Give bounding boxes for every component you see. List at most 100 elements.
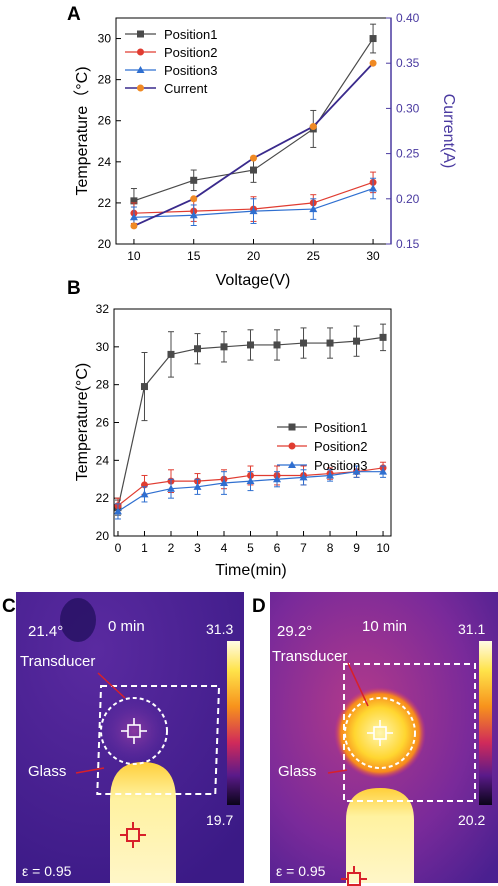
- thermal-d-transducer-circle: [344, 697, 416, 769]
- chart-a-legend: Position1 Position2 Position3 Current: [125, 27, 217, 96]
- chart-b-point-position3: [193, 482, 202, 490]
- thermal-c-glass-region: [96, 685, 221, 795]
- chart-a: 10 15 20 25 30 20 22 24 26 28 30 0.15 0.20 0.25 0.30 0.…: [73, 11, 457, 289]
- chart-b-legend: Position1 Position2 Position3: [277, 420, 367, 473]
- chart-b-point-position1: [193, 345, 201, 353]
- thermal-c-emissivity: ε = 0.95: [22, 863, 72, 879]
- chart-a-y2tick-label: 0.40: [396, 11, 420, 25]
- legend-label-current: Current: [164, 81, 208, 96]
- chart-a-ytick-label: 28: [98, 73, 112, 87]
- chart-a-point-position3: [309, 205, 318, 213]
- crosshair-icon: [341, 866, 367, 886]
- panel-label-b: B: [67, 278, 81, 299]
- chart-b-xtick-label: 1: [141, 541, 148, 555]
- thermal-c-finger: [110, 762, 176, 883]
- thermal-c-scale-max: 31.3: [206, 621, 233, 637]
- chart-b-point-position3: [299, 473, 308, 481]
- thermal-d-emissivity: ε = 0.95: [276, 863, 326, 879]
- thermal-d-glass-pointer: [327, 769, 348, 774]
- chart-a-point-current: [190, 195, 198, 203]
- chart-b-ytick-label: 26: [96, 416, 110, 430]
- chart-a-point-position3: [369, 184, 378, 192]
- chart-a-point-current: [250, 154, 257, 162]
- chart-b-point-position1: [353, 337, 361, 345]
- chart-b-point-position3: [166, 484, 175, 492]
- chart-a-ytick-label: 24: [98, 155, 112, 169]
- legend-label-position2: Position2: [314, 439, 367, 454]
- legend-marker-position2: [137, 48, 144, 56]
- chart-a-xlabel: Voltage(V): [216, 272, 291, 289]
- chart-b-xlabel: Time(min): [215, 562, 286, 579]
- chart-b-point-position3: [113, 507, 122, 515]
- chart-b-point-position1: [326, 339, 334, 347]
- thermal-d-transducer-pointer: [347, 662, 369, 707]
- chart-b-point-position3: [220, 479, 229, 487]
- panel-label-c: C: [2, 596, 16, 617]
- chart-b-ylabel: Temperature(°C): [74, 363, 91, 481]
- chart-b-ytick-label: 30: [96, 340, 110, 354]
- chart-a-xtick-label: 30: [366, 249, 380, 263]
- chart-a-point-current: [130, 222, 138, 230]
- chart-b-xtick-label: 10: [376, 541, 390, 555]
- chart-b-xtick-label: 7: [300, 541, 307, 555]
- thermal-d-transducer-label: Transducer: [272, 648, 347, 665]
- chart-a-ylabel: Temperature（°C): [73, 66, 91, 195]
- thermal-c-transducer-circle: [100, 697, 168, 765]
- legend-label-position1: Position1: [164, 27, 217, 42]
- chart-b-point-position3: [326, 471, 335, 479]
- chart-a-y2tick-label: 0.15: [396, 237, 420, 251]
- chart-b-xtick-label: 0: [115, 541, 122, 555]
- thermal-d-glass-region: [343, 663, 476, 802]
- chart-b-point-position1: [300, 339, 308, 347]
- chart-b-ytick-label: 24: [96, 453, 110, 467]
- chart-b-point-position1: [379, 333, 387, 341]
- chart-a-xtick-label: 25: [307, 249, 321, 263]
- chart-b-point-position1: [273, 341, 281, 349]
- thermal-c-time: 0 min: [108, 618, 145, 635]
- thermal-d-scale-max: 31.1: [458, 621, 485, 637]
- thermal-d-scale-min: 20.2: [458, 812, 485, 828]
- legend-marker-current: [137, 84, 144, 92]
- chart-a-point-position1: [369, 35, 377, 43]
- chart-b-point-position1: [220, 343, 228, 351]
- chart-a-point-position3: [129, 213, 138, 221]
- legend-marker-position1: [137, 30, 144, 38]
- chart-a-ytick-label: 22: [98, 196, 112, 210]
- thermal-c-transducer-label: Transducer: [20, 653, 95, 670]
- chart-a-point-current: [369, 59, 377, 67]
- chart-b-xtick-label: 3: [194, 541, 201, 555]
- legend-marker-position2: [288, 442, 296, 450]
- chart-b-ytick-label: 20: [96, 529, 110, 543]
- chart-a-point-position1: [250, 166, 257, 174]
- chart-b-xtick-label: 6: [274, 541, 281, 555]
- chart-b-point-position1: [247, 341, 255, 349]
- thermal-c-spot-temp: 21.4°: [28, 623, 63, 640]
- chart-a-point-position1: [130, 197, 138, 205]
- chart-b-point-position3: [352, 467, 361, 475]
- chart-a-point-current: [309, 122, 317, 130]
- chart-b-point-position3: [246, 477, 255, 485]
- chart-b-xtick-label: 4: [221, 541, 228, 555]
- thermal-c-color-scale: [227, 641, 240, 805]
- thermal-d-spot-temp: 29.2°: [277, 623, 312, 640]
- chart-a-point-position1: [190, 176, 198, 184]
- chart-a-xtick-label: 10: [127, 249, 141, 263]
- legend-label-position2: Position2: [164, 45, 217, 60]
- legend-marker-position1: [288, 423, 296, 431]
- chart-a-point-position3: [189, 211, 198, 219]
- chart-a-ytick-label: 20: [98, 237, 112, 251]
- thermal-c-transducer-glow: [98, 697, 170, 765]
- thermal-d-finger: [346, 788, 414, 883]
- thermal-c-glass-pointer: [75, 767, 105, 774]
- chart-b: 0 1 2 3 4 5 6 7 8 9 10 20 22 24 26 28 30 32 Position1 Pos…: [74, 302, 392, 579]
- chart-b-ytick-label: 28: [96, 378, 110, 392]
- thermal-c-scale-min: 19.7: [206, 812, 233, 828]
- thermal-image-c: 21.4° 0 min Transducer Glass 31.3 19.7 ε…: [16, 592, 244, 883]
- crosshair-icon: [367, 720, 393, 746]
- chart-b-xtick-label: 2: [168, 541, 175, 555]
- chart-a-y2tick-label: 0.20: [396, 192, 420, 206]
- chart-a-xtick-label: 20: [247, 249, 261, 263]
- chart-a-ytick-label: 30: [98, 32, 112, 46]
- chart-b-point-position3: [379, 467, 388, 475]
